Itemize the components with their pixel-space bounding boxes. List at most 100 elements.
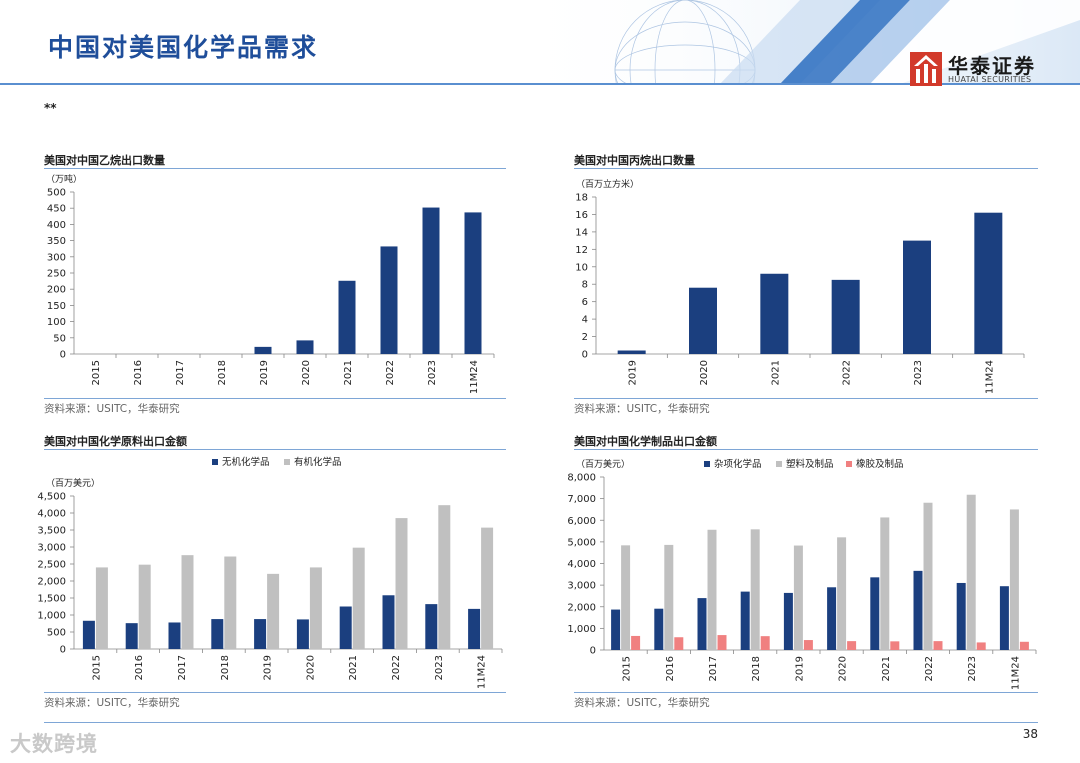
bar-有机化学品-2023 bbox=[438, 505, 451, 649]
x-tick-label: 2016 bbox=[133, 360, 144, 385]
legend-swatch bbox=[704, 461, 710, 467]
bar-塑料及制品-2023 bbox=[966, 494, 976, 650]
bar-value-11M24 bbox=[464, 212, 482, 354]
bar-无机化学品-2019 bbox=[254, 619, 267, 649]
legend-swatch bbox=[846, 461, 852, 467]
y-unit-label: （百万立方米） bbox=[576, 178, 639, 190]
bar-无机化学品-2018 bbox=[211, 619, 224, 649]
y-unit-label: （百万美元） bbox=[576, 458, 630, 470]
bar-杂项化学品-2017 bbox=[697, 598, 707, 650]
bar-杂项化学品-2016 bbox=[654, 608, 664, 650]
bar-有机化学品-2021 bbox=[352, 547, 365, 649]
bar-有机化学品-2017 bbox=[181, 555, 194, 649]
bar-value-2019 bbox=[617, 350, 646, 354]
x-tick-label: 2022 bbox=[385, 360, 396, 385]
y-tick-label: 14 bbox=[575, 227, 588, 238]
bar-杂项化学品-2022 bbox=[913, 570, 923, 650]
bar-无机化学品-11M24 bbox=[468, 608, 481, 649]
y-tick-label: 4,000 bbox=[567, 559, 596, 570]
y-tick-label: 8,000 bbox=[567, 473, 596, 484]
x-tick-label: 2020 bbox=[838, 656, 849, 681]
x-tick-label: 2021 bbox=[348, 655, 359, 680]
bar-橡胶及制品-2021 bbox=[890, 641, 900, 650]
y-tick-label: 10 bbox=[575, 262, 588, 273]
chart3-source: 资料来源：USITC，华泰研究 bbox=[44, 697, 180, 709]
bar-有机化学品-2020 bbox=[309, 567, 322, 649]
x-tick-label: 2021 bbox=[770, 360, 781, 385]
x-tick-label: 2019 bbox=[628, 360, 639, 385]
bar-无机化学品-2017 bbox=[168, 622, 181, 649]
y-tick-label: 2,000 bbox=[37, 577, 66, 588]
bar-有机化学品-2016 bbox=[138, 564, 151, 649]
bar-value-2021 bbox=[760, 273, 789, 354]
x-tick-label: 11M24 bbox=[984, 360, 995, 394]
y-unit-label: （万吨） bbox=[46, 173, 82, 185]
legend-label: 塑料及制品 bbox=[786, 458, 834, 470]
y-tick-label: 350 bbox=[47, 236, 66, 247]
bar-value-11M24 bbox=[974, 212, 1003, 354]
bar-塑料及制品-2017 bbox=[707, 529, 717, 650]
bar-塑料及制品-2020 bbox=[837, 537, 847, 650]
bar-value-2022 bbox=[380, 246, 398, 354]
bar-塑料及制品-2015 bbox=[621, 545, 631, 650]
legend-swatch bbox=[284, 459, 290, 465]
y-tick-label: 16 bbox=[575, 210, 588, 221]
y-tick-label: 200 bbox=[47, 285, 66, 296]
x-tick-label: 2022 bbox=[391, 655, 402, 680]
y-tick-label: 6 bbox=[582, 297, 588, 308]
bar-无机化学品-2021 bbox=[339, 606, 352, 649]
chart2-title: 美国对中国丙烷出口数量 bbox=[574, 154, 695, 167]
y-tick-label: 3,000 bbox=[567, 581, 596, 592]
y-tick-label: 6,000 bbox=[567, 516, 596, 527]
bar-value-2019 bbox=[254, 346, 272, 354]
x-tick-label: 2023 bbox=[967, 656, 978, 681]
y-tick-label: 1,000 bbox=[37, 611, 66, 622]
logo-name: 华泰证券 bbox=[948, 54, 1036, 78]
x-tick-label: 2016 bbox=[134, 655, 145, 680]
page-title: 中国对美国化学品需求 bbox=[48, 33, 319, 62]
y-tick-label: 2 bbox=[582, 332, 588, 343]
bar-塑料及制品-2016 bbox=[664, 544, 674, 650]
y-tick-label: 0 bbox=[582, 350, 588, 361]
y-tick-label: 0 bbox=[60, 645, 66, 656]
x-tick-label: 2020 bbox=[305, 655, 316, 680]
brand-logo: 华泰证券 HUATAI SECURITIES bbox=[910, 52, 1070, 88]
logo-english: HUATAI SECURITIES bbox=[948, 75, 1032, 84]
y-tick-label: 3,000 bbox=[37, 543, 66, 554]
x-tick-label: 2023 bbox=[434, 655, 445, 680]
watermark: 大数跨境 bbox=[10, 732, 98, 756]
x-tick-label: 2019 bbox=[794, 656, 805, 681]
bar-杂项化学品-11M24 bbox=[999, 586, 1009, 650]
y-tick-label: 100 bbox=[47, 317, 66, 328]
y-tick-label: 5,000 bbox=[567, 537, 596, 548]
footer-divider bbox=[44, 722, 1038, 723]
x-tick-label: 11M24 bbox=[469, 360, 480, 394]
bar-value-2023 bbox=[422, 207, 440, 354]
chart4-source: 资料来源：USITC，华泰研究 bbox=[574, 697, 710, 709]
x-tick-label: 2017 bbox=[175, 360, 186, 385]
legend-swatch bbox=[212, 459, 218, 465]
bar-杂项化学品-2015 bbox=[611, 609, 621, 650]
chart4-top-line bbox=[574, 449, 1038, 450]
x-tick-label: 2022 bbox=[924, 656, 935, 681]
bar-有机化学品-2019 bbox=[267, 573, 280, 649]
bar-value-2020 bbox=[689, 287, 717, 354]
y-tick-label: 2,500 bbox=[37, 560, 66, 571]
chart2-top-line bbox=[574, 168, 1038, 169]
x-tick-label: 2018 bbox=[217, 360, 228, 385]
bar-有机化学品-2015 bbox=[95, 567, 108, 649]
x-tick-label: 2023 bbox=[427, 360, 438, 385]
y-tick-label: 50 bbox=[53, 333, 66, 344]
chart4-bottom-line bbox=[574, 692, 1038, 693]
x-tick-label: 2017 bbox=[177, 655, 188, 680]
x-tick-label: 2017 bbox=[708, 656, 719, 681]
chart3-top-line bbox=[44, 449, 506, 450]
x-tick-label: 2016 bbox=[665, 656, 676, 681]
bar-橡胶及制品-2019 bbox=[803, 640, 813, 650]
legend-label: 无机化学品 bbox=[222, 456, 270, 468]
bar-塑料及制品-2022 bbox=[923, 502, 933, 650]
legend-label: 橡胶及制品 bbox=[856, 458, 904, 470]
bar-橡胶及制品-2023 bbox=[976, 642, 986, 650]
chart3-title: 美国对中国化学原料出口金额 bbox=[44, 435, 187, 448]
bar-塑料及制品-2021 bbox=[880, 517, 890, 650]
